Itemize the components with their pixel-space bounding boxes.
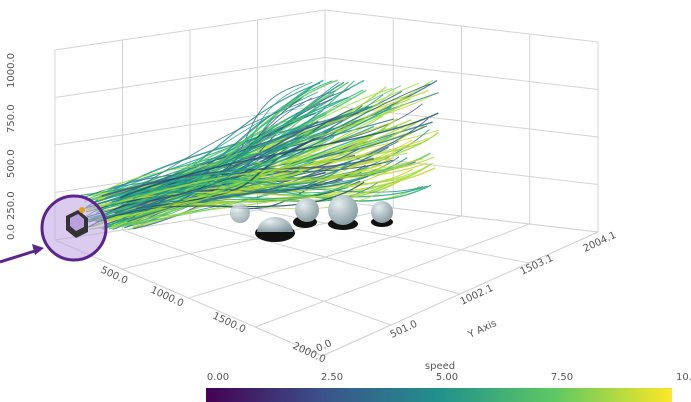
y-axis-title: Y Axis: [466, 318, 499, 341]
colorbar: speed 0.00 2.50 5.00 7.50 10.0: [206, 361, 691, 402]
z-tick-label: 1000.0: [6, 53, 17, 88]
grid-line: [55, 240, 322, 356]
colorbar-tick: 0.00: [207, 372, 229, 383]
colorbar-tick: 10.0: [676, 372, 691, 383]
colorbar-tick: 7.50: [551, 372, 573, 383]
x-tick-labels: 500.0 1000.0 1500.0 2000.0 0.0: [99, 265, 334, 366]
y-tick-label: 1503.1: [519, 253, 555, 278]
y-tick-label: 2004.1: [582, 230, 618, 255]
z-tick-labels: 0.0 250.0 500.0 750.0 1000.0: [6, 53, 17, 240]
render-view: 0.0 250.0 500.0 750.0 1000.0 500.0 1000.…: [0, 0, 691, 402]
z-tick-label: 500.0: [6, 149, 17, 178]
x-tick-label: 1500.0: [211, 311, 247, 336]
z-tick-label: 750.0: [6, 104, 17, 133]
z-tick-label: 0.0: [6, 224, 17, 240]
colorbar-title: speed: [425, 361, 455, 372]
grid-line: [190, 220, 460, 294]
y-tick-labels: 501.0 1002.1 1503.1 2004.1 Y Axis: [389, 230, 618, 341]
colorbar-tick: 2.50: [321, 372, 343, 383]
y-tick-label: 501.0: [389, 319, 420, 341]
z-tick-label: 250.0: [6, 191, 17, 220]
colorbar-tick: 5.00: [436, 372, 458, 383]
grid-line: [255, 224, 530, 327]
